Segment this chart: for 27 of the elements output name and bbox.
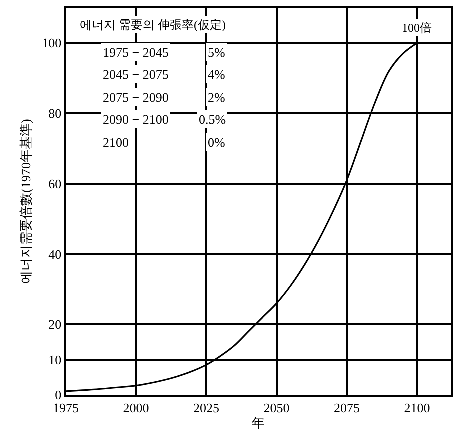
y-tick-label: 80 <box>48 106 62 122</box>
y-tick-label: 10 <box>48 352 62 368</box>
y-tick-label: 100 <box>42 36 62 51</box>
x-tick-label: 2025 <box>194 400 220 416</box>
annotation: 1975 − 2045 <box>103 45 169 60</box>
x-tick-label: 2075 <box>334 400 360 416</box>
x-tick-label: 2100 <box>404 400 430 416</box>
y-tick-label: 40 <box>48 246 62 262</box>
y-tick-label: 60 <box>48 176 62 192</box>
annotation: 100倍 <box>402 21 432 35</box>
y-tick-label: 0 <box>55 388 62 403</box>
x-tick-label: 2000 <box>123 400 150 416</box>
y-axis-title: 에너지需要倍數(1970年基準) <box>18 119 34 284</box>
x-axis-title: 年 <box>252 415 265 430</box>
x-tick-label: 2050 <box>264 400 290 416</box>
annotation: 2075 − 2090 <box>103 90 169 105</box>
y-tick-label: 20 <box>48 317 62 332</box>
annotation: 5% <box>208 45 226 60</box>
annotation: 에너지 需要의 伸張率(仮定) <box>80 18 226 32</box>
x-tick-label: 1975 <box>53 400 79 416</box>
annotation: 2% <box>208 90 226 105</box>
annotation: 4% <box>208 67 226 82</box>
annotation: 0.5% <box>199 112 226 127</box>
annotation: 2045 − 2075 <box>103 67 169 82</box>
annotation: 2100 <box>103 135 129 150</box>
annotation: 0% <box>208 135 226 150</box>
annotation: 2090 − 2100 <box>103 112 169 127</box>
